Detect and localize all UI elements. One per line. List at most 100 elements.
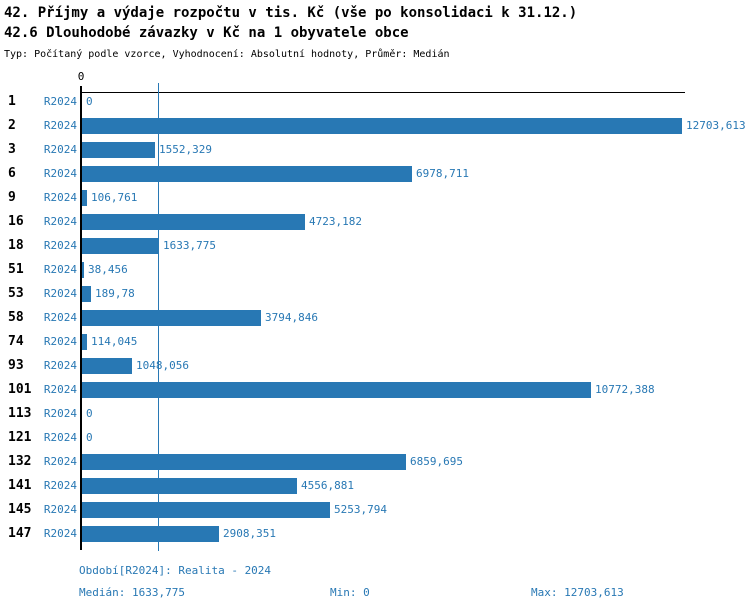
row-category: 18 [8,238,24,253]
row-category: 101 [8,382,32,397]
row-category: 141 [8,478,32,493]
row-value-label: 10772,388 [595,383,655,396]
chart-row: 101 R2024 10772,388 [0,382,750,398]
footer-median: Medián: 1633,775 [79,586,185,599]
row-series-label: R2024 [43,95,77,108]
row-bar [82,286,91,302]
chart-row: 58 R2024 3794,846 [0,310,750,326]
row-series-label: R2024 [43,239,77,252]
row-bar [82,310,261,326]
row-value-label: 114,045 [91,335,138,348]
row-value-label: 4723,182 [309,215,362,228]
row-bar [82,478,297,494]
chart-row: 113 R2024 0 [0,406,750,422]
row-bar [82,358,132,374]
row-series-label: R2024 [43,143,77,156]
row-category: 145 [8,502,32,517]
row-category: 93 [8,358,24,373]
row-series-label: R2024 [43,383,77,396]
row-series-label: R2024 [43,479,77,492]
chart-row: 53 R2024 189,78 [0,286,750,302]
row-series-label: R2024 [43,311,77,324]
row-series-label: R2024 [43,455,77,468]
row-bar [82,190,87,206]
row-value-label: 1633,775 [163,239,216,252]
row-series-label: R2024 [43,191,77,204]
row-value-label: 6859,695 [410,455,463,468]
row-category: 58 [8,310,24,325]
chart-row: 141 R2024 4556,881 [0,478,750,494]
x-axis-line [80,92,685,93]
x-axis-zero-label: 0 [77,70,85,83]
y-axis-line [80,86,82,550]
row-bar [82,262,84,278]
row-value-label: 5253,794 [334,503,387,516]
footer-min: Min: 0 [330,586,370,599]
row-series-label: R2024 [43,527,77,540]
row-value-label: 1552,329 [159,143,212,156]
row-value-label: 1048,056 [136,359,189,372]
row-value-label: 189,78 [95,287,135,300]
row-series-label: R2024 [43,119,77,132]
chart-row: 18 R2024 1633,775 [0,238,750,254]
row-value-label: 0 [86,431,93,444]
row-category: 6 [8,166,16,181]
row-bar [82,118,682,134]
row-category: 2 [8,118,16,133]
row-value-label: 2908,351 [223,527,276,540]
chart-row: 3 R2024 1552,329 [0,142,750,158]
row-category: 53 [8,286,24,301]
row-bar [82,166,412,182]
row-series-label: R2024 [43,503,77,516]
row-value-label: 4556,881 [301,479,354,492]
row-category: 121 [8,430,32,445]
row-value-label: 0 [86,407,93,420]
row-value-label: 6978,711 [416,167,469,180]
row-series-label: R2024 [43,407,77,420]
row-bar [82,214,305,230]
row-bar [82,526,219,542]
chart-row: 2 R2024 12703,613 [0,118,750,134]
chart-row: 6 R2024 6978,711 [0,166,750,182]
row-value-label: 12703,613 [686,119,746,132]
chart-row: 93 R2024 1048,056 [0,358,750,374]
footer-period: Období[R2024]: Realita - 2024 [79,564,272,577]
report-meta-line: Typ: Počítaný podle vzorce, Vyhodnocení:… [4,49,450,60]
row-bar [82,502,330,518]
row-series-label: R2024 [43,215,77,228]
row-series-label: R2024 [43,287,77,300]
chart-row: 1 R2024 0 [0,94,750,110]
row-bar [82,334,87,350]
row-value-label: 38,456 [88,263,128,276]
row-series-label: R2024 [43,335,77,348]
row-category: 132 [8,454,32,469]
row-category: 1 [8,94,16,109]
row-value-label: 3794,846 [265,311,318,324]
row-series-label: R2024 [43,359,77,372]
row-category: 51 [8,262,24,277]
row-series-label: R2024 [43,263,77,276]
row-category: 113 [8,406,32,421]
chart-row: 145 R2024 5253,794 [0,502,750,518]
row-category: 16 [8,214,24,229]
row-category: 74 [8,334,24,349]
chart-row: 147 R2024 2908,351 [0,526,750,542]
report-subtitle-indicator: 42.6 Dlouhodobé závazky v Kč na 1 obyvat… [4,25,409,41]
row-category: 147 [8,526,32,541]
chart-row: 121 R2024 0 [0,430,750,446]
chart-row: 132 R2024 6859,695 [0,454,750,470]
footer-max: Max: 12703,613 [531,586,624,599]
row-value-label: 0 [86,95,93,108]
row-bar [82,454,406,470]
row-bar [82,142,155,158]
chart-row: 74 R2024 114,045 [0,334,750,350]
row-series-label: R2024 [43,167,77,180]
chart-row: 9 R2024 106,761 [0,190,750,206]
row-bar [82,382,591,398]
report-title: 42. Příjmy a výdaje rozpočtu v tis. Kč (… [4,5,578,21]
row-bar [82,238,159,254]
row-value-label: 106,761 [91,191,138,204]
chart-row: 16 R2024 4723,182 [0,214,750,230]
row-series-label: R2024 [43,431,77,444]
